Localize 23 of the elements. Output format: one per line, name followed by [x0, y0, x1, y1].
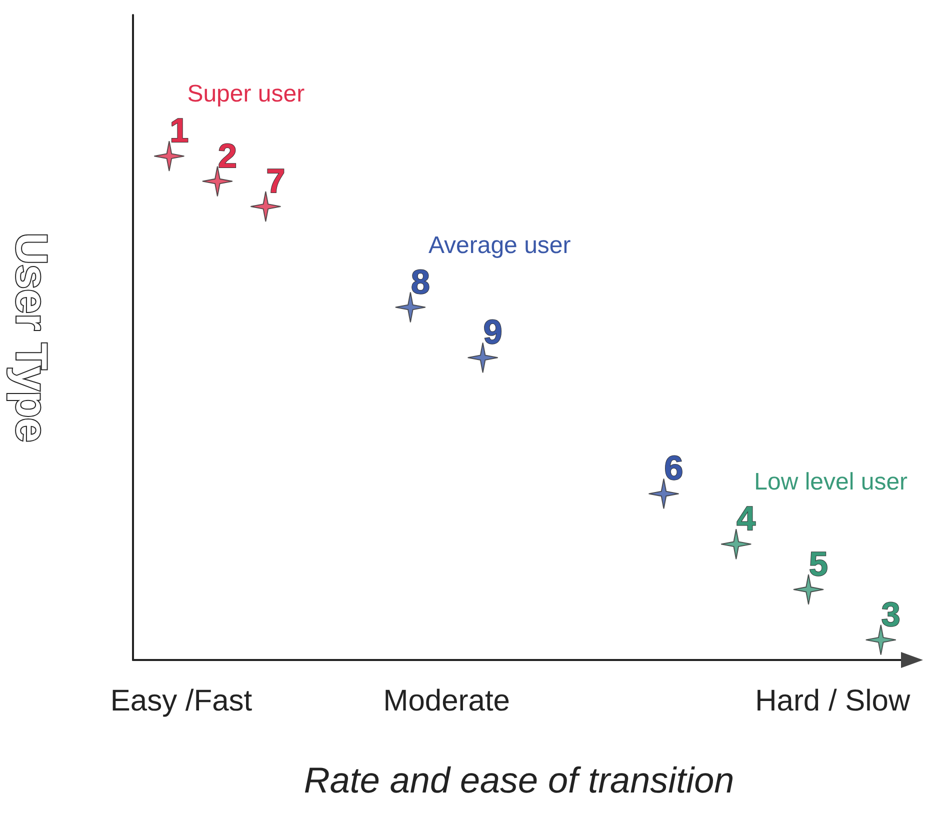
x-axis-title: Rate and ease of transition [304, 760, 734, 800]
x-tick-label: Easy /Fast [110, 684, 253, 718]
point [720, 528, 752, 560]
annotation: 5 [809, 545, 828, 584]
point [467, 342, 498, 374]
annotation: 2 [218, 137, 237, 176]
series-label: Low level user [754, 468, 908, 496]
annotation: 9 [483, 314, 502, 352]
x-tick-label: Hard / Slow [755, 684, 910, 718]
annotation: 3 [881, 596, 900, 634]
point [648, 478, 680, 510]
point [154, 140, 185, 172]
point [250, 190, 282, 222]
annotation: 7 [266, 162, 286, 200]
annotation: 4 [736, 500, 756, 538]
annotation: 1 [170, 112, 189, 150]
y-axis-title: User Type [6, 232, 56, 442]
series-label: Super user [187, 80, 305, 108]
annotation: 8 [410, 263, 430, 302]
annotation: 6 [664, 450, 684, 488]
series-label: Average user [428, 232, 571, 259]
point [202, 166, 233, 197]
x-tick-label: Moderate [383, 684, 510, 718]
